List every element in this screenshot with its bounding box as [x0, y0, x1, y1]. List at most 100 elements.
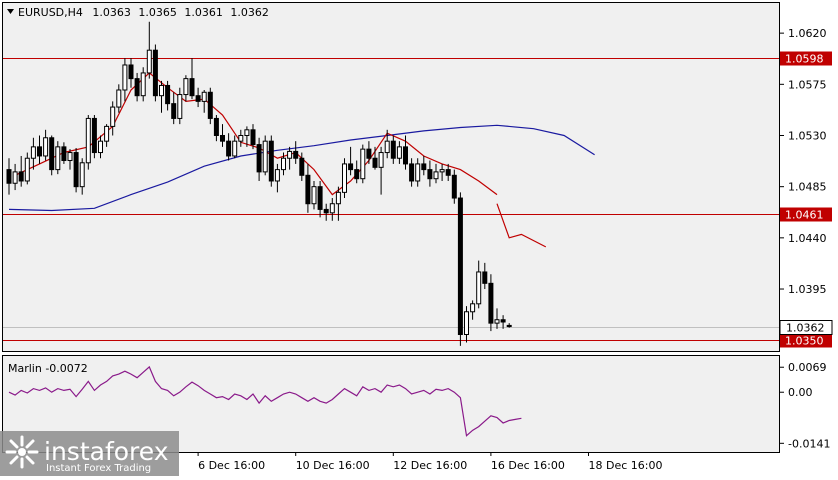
candle[interactable]: [122, 58, 128, 102]
ma-slow-line[interactable]: [8, 124, 595, 212]
candle[interactable]: [457, 192, 463, 346]
candle[interactable]: [287, 146, 293, 170]
candle[interactable]: [256, 137, 262, 181]
candle[interactable]: [159, 80, 164, 113]
candle[interactable]: [183, 75, 189, 102]
candle-body-bear: [256, 144, 262, 173]
candle[interactable]: [403, 135, 408, 170]
candle[interactable]: [128, 58, 134, 88]
candle[interactable]: [476, 260, 482, 309]
candle[interactable]: [390, 135, 396, 164]
candle[interactable]: [49, 135, 55, 176]
candle[interactable]: [329, 198, 335, 221]
candle[interactable]: [18, 155, 24, 187]
candle-body-bull: [12, 171, 18, 184]
candle[interactable]: [396, 141, 402, 164]
candle[interactable]: [311, 180, 317, 210]
ma-fast-line[interactable]: [14, 72, 498, 196]
candle[interactable]: [415, 158, 421, 187]
candle[interactable]: [250, 124, 256, 150]
candle[interactable]: [85, 115, 91, 170]
candle[interactable]: [323, 203, 329, 221]
candle[interactable]: [104, 124, 110, 147]
candle[interactable]: [342, 158, 347, 199]
candle[interactable]: [67, 149, 73, 170]
candle[interactable]: [91, 115, 97, 159]
candle[interactable]: [354, 160, 360, 184]
candle[interactable]: [195, 87, 201, 108]
candle[interactable]: [226, 133, 232, 161]
candle[interactable]: [116, 84, 122, 113]
candle-body-bull: [494, 319, 500, 324]
candle[interactable]: [232, 135, 238, 159]
candle[interactable]: [6, 158, 12, 195]
candle[interactable]: [348, 146, 354, 176]
time-tick-label: 6 Dec 16:00: [198, 459, 265, 472]
candle[interactable]: [220, 124, 225, 147]
candle[interactable]: [268, 135, 274, 187]
candle[interactable]: [177, 87, 183, 125]
candle[interactable]: [299, 152, 305, 181]
candle[interactable]: [421, 155, 427, 176]
candle[interactable]: [366, 141, 372, 164]
candle[interactable]: [238, 129, 244, 147]
ma-fast-line-segment[interactable]: [496, 203, 547, 248]
candle[interactable]: [213, 115, 219, 142]
candle[interactable]: [293, 141, 299, 164]
candle[interactable]: [244, 126, 250, 147]
candle[interactable]: [189, 58, 195, 100]
candle[interactable]: [378, 146, 384, 195]
candle[interactable]: [134, 72, 140, 102]
candle[interactable]: [433, 163, 439, 184]
candle[interactable]: [482, 262, 488, 290]
candle[interactable]: [488, 274, 494, 332]
candle[interactable]: [409, 158, 415, 187]
candle[interactable]: [360, 144, 366, 184]
candle[interactable]: [207, 87, 213, 125]
ohlc-open: 1.0363: [92, 6, 131, 19]
candle[interactable]: [281, 152, 286, 176]
candle[interactable]: [146, 21, 152, 79]
candle[interactable]: [152, 44, 158, 102]
candle[interactable]: [274, 163, 280, 193]
candle[interactable]: [98, 135, 103, 159]
candle[interactable]: [500, 315, 506, 329]
candle[interactable]: [110, 101, 116, 136]
marlin-oscillator-line[interactable]: [8, 365, 522, 437]
candle-body-bear: [250, 129, 256, 146]
price-tick-label: 1.0530: [788, 129, 827, 142]
candle[interactable]: [427, 160, 433, 187]
candle[interactable]: [506, 323, 512, 328]
candle[interactable]: [305, 163, 311, 213]
price-panel[interactable]: [2, 2, 780, 352]
candle[interactable]: [372, 146, 378, 170]
candle-body-bear: [207, 91, 213, 119]
candle[interactable]: [335, 186, 341, 221]
dropdown-triangle-icon[interactable]: [7, 9, 14, 14]
candle[interactable]: [445, 163, 451, 181]
candle[interactable]: [73, 148, 79, 193]
candle[interactable]: [262, 135, 268, 176]
candle[interactable]: [451, 169, 457, 204]
candle[interactable]: [384, 129, 390, 159]
candle[interactable]: [37, 135, 42, 164]
candle[interactable]: [61, 142, 67, 164]
candle[interactable]: [201, 90, 207, 113]
candle[interactable]: [24, 152, 30, 185]
candle[interactable]: [439, 163, 445, 181]
candle-body-bear: [128, 64, 134, 80]
candle[interactable]: [171, 92, 177, 125]
candle[interactable]: [165, 80, 171, 111]
candle[interactable]: [494, 308, 500, 329]
candle[interactable]: [12, 163, 18, 191]
candle[interactable]: [55, 141, 61, 175]
candle[interactable]: [317, 180, 323, 218]
candle[interactable]: [464, 306, 469, 343]
price-tick-label: 1.0440: [788, 232, 827, 245]
candle[interactable]: [43, 129, 49, 161]
candle[interactable]: [30, 137, 36, 170]
candle[interactable]: [79, 158, 85, 195]
candle[interactable]: [470, 300, 476, 320]
price-tick-label: 1.0575: [788, 78, 827, 91]
candle[interactable]: [140, 67, 146, 102]
